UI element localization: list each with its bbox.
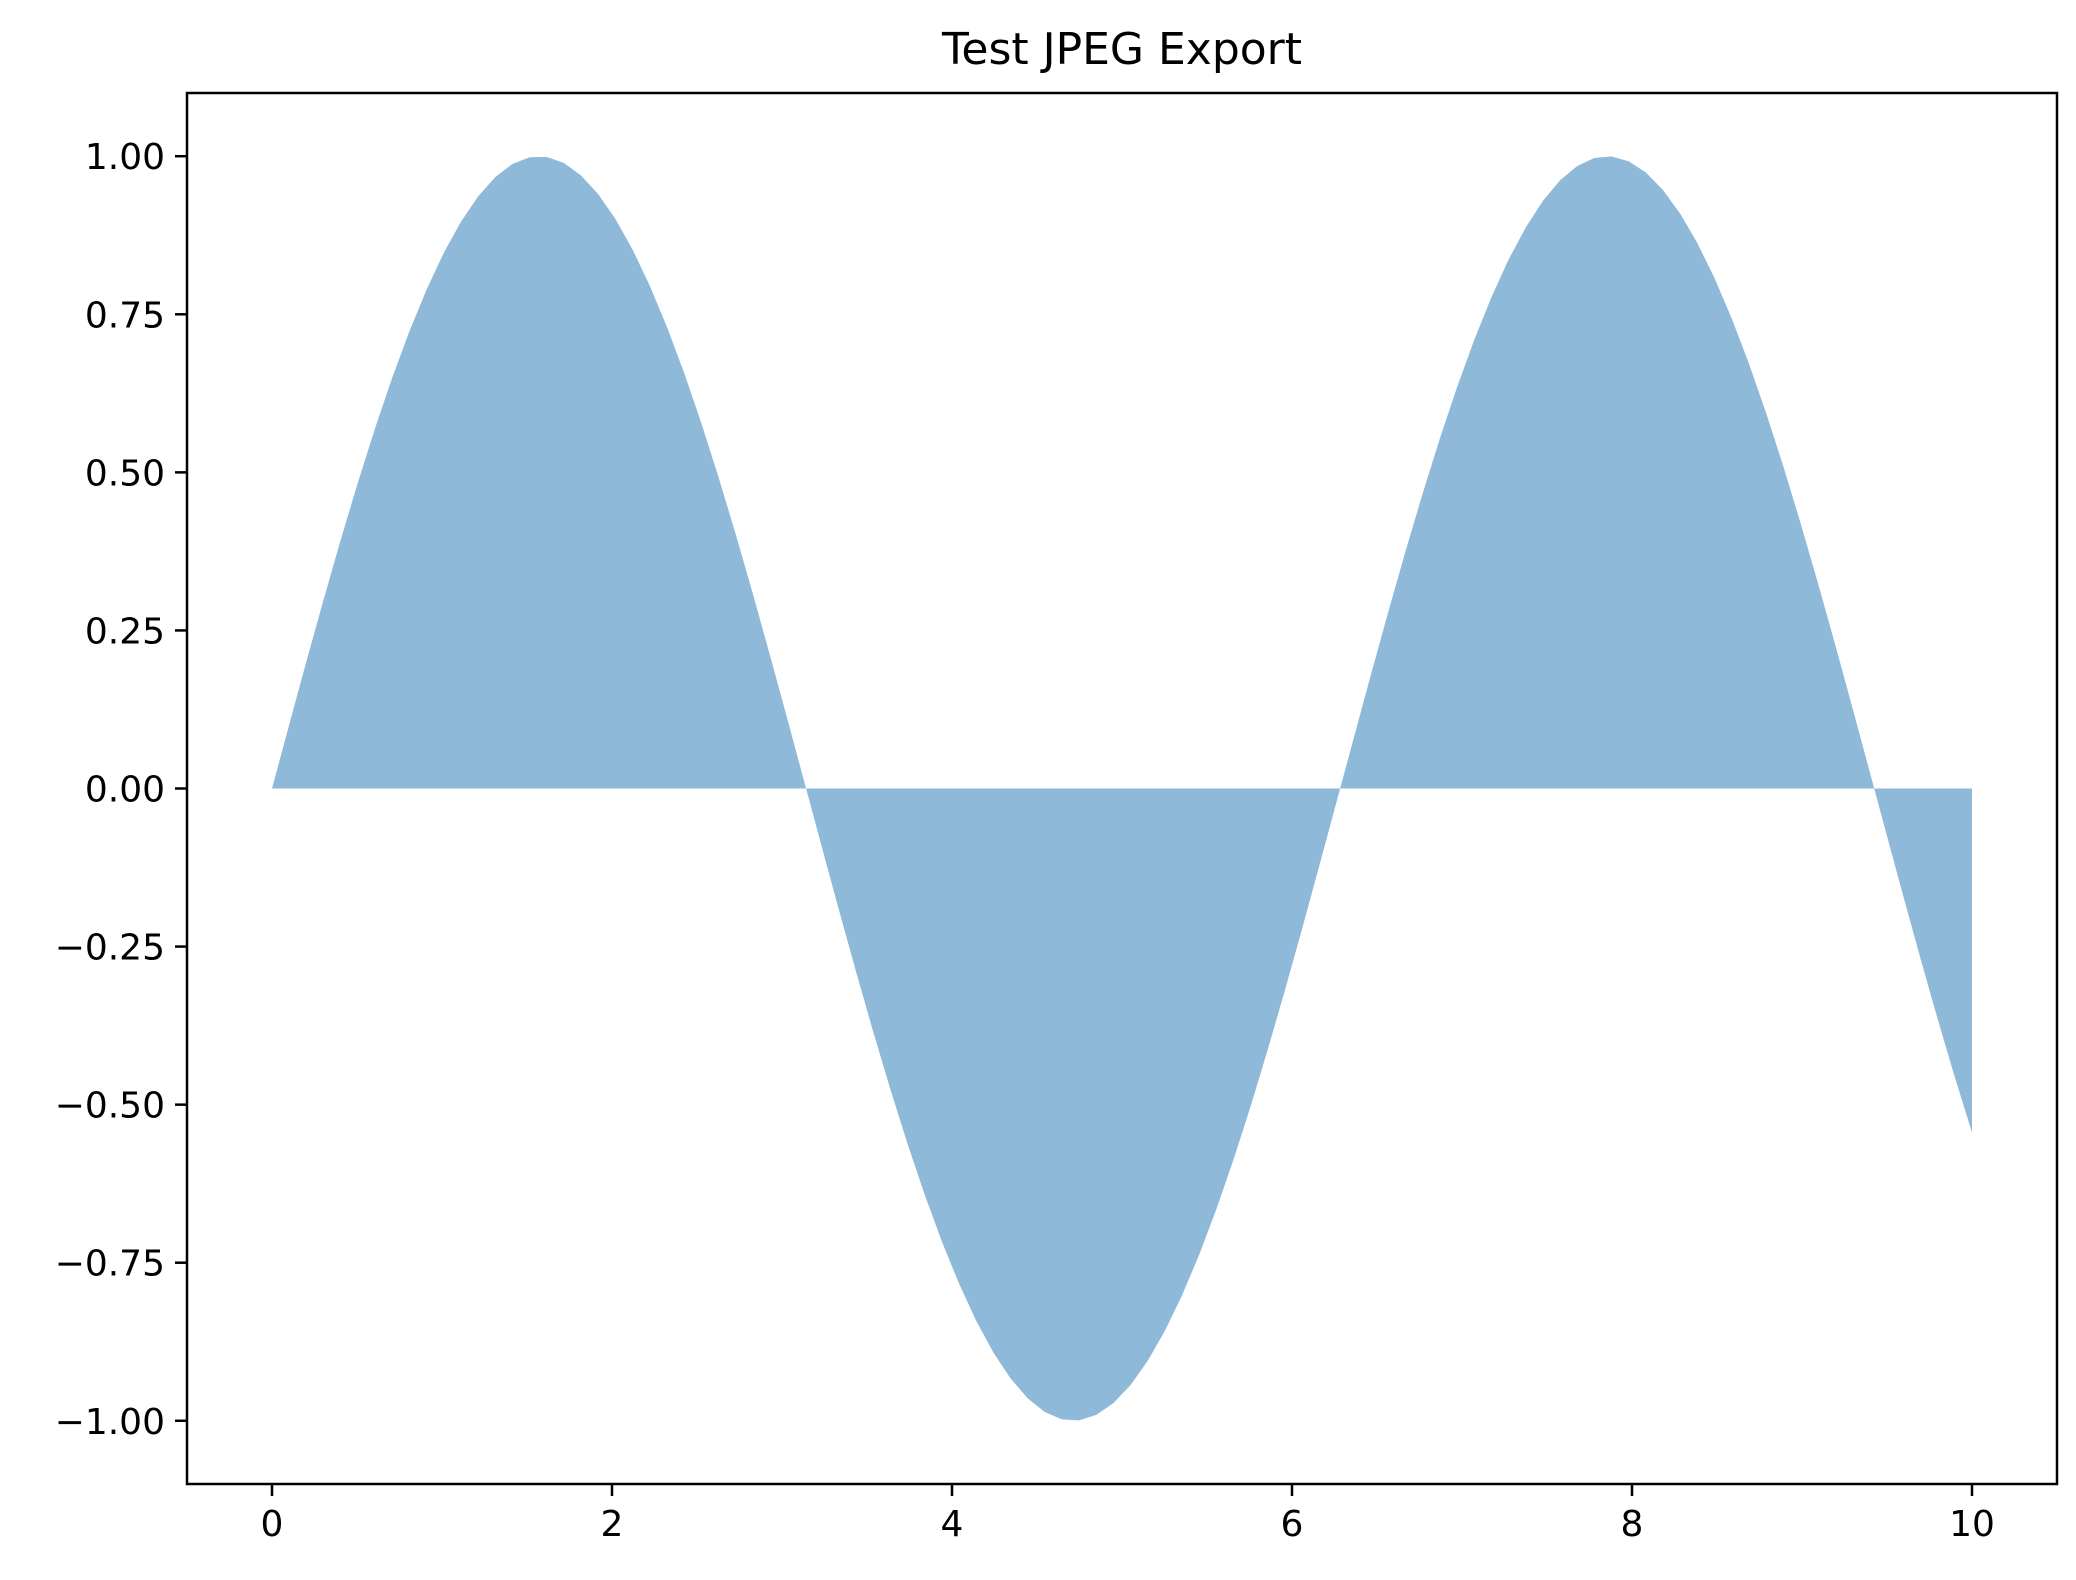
x-tick-label: 4 xyxy=(941,1504,964,1545)
x-tick-label: 0 xyxy=(261,1504,284,1545)
x-tick-label: 8 xyxy=(1621,1504,1644,1545)
sine-fill-area xyxy=(272,156,1972,1421)
y-tick-label: 1.00 xyxy=(85,137,165,178)
plot-frame xyxy=(185,91,2059,1486)
y-axis: 1.00 0.75 0.50 0.25 0.00 −0.25 −0.50 −0.75 −1.00 xyxy=(55,137,187,1443)
y-tick-label: −1.00 xyxy=(55,1402,165,1443)
chart-title: Test JPEG Export xyxy=(941,24,1302,75)
x-axis: 0 2 4 6 8 10 xyxy=(261,1484,1995,1545)
x-tick-label: 10 xyxy=(1949,1504,1995,1545)
x-tick-label: 6 xyxy=(1281,1504,1304,1545)
x-tick-label: 2 xyxy=(601,1504,624,1545)
fill-area-layer xyxy=(272,156,1972,1421)
y-tick-label: 0.00 xyxy=(85,770,165,811)
y-tick-label: 0.75 xyxy=(85,295,165,336)
y-tick-label: 0.50 xyxy=(85,453,165,494)
y-tick-label: 0.25 xyxy=(85,611,165,652)
y-tick-label: −0.75 xyxy=(55,1244,165,1285)
y-tick-label: −0.50 xyxy=(55,1086,165,1127)
y-tick-label: −0.25 xyxy=(55,928,165,969)
